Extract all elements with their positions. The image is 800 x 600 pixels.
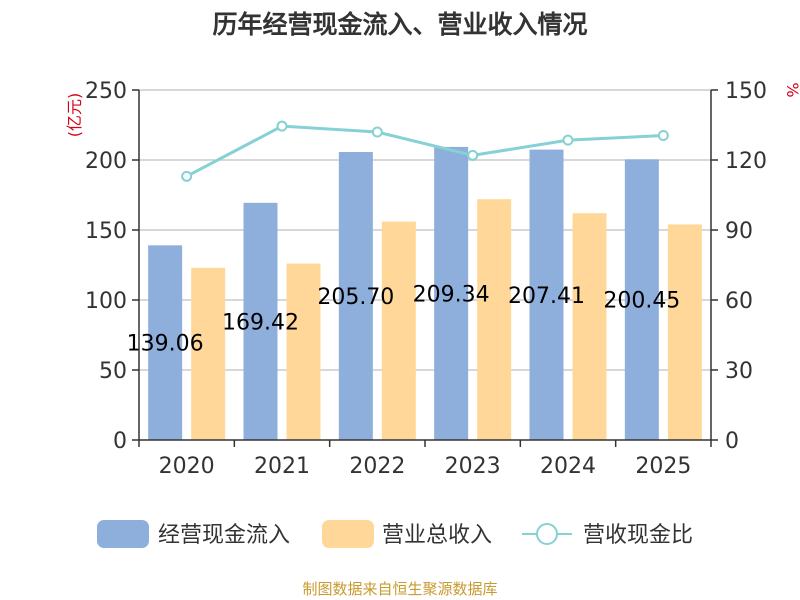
ratio-point-2020 [181, 170, 193, 182]
x-tick-label-2021: 2021 [254, 454, 310, 479]
left-tick-label-50: 50 [99, 359, 127, 384]
ratio-line [181, 120, 669, 182]
right-axis-unit: % [783, 82, 800, 97]
legend-label-cash-inflow: 经营现金流入 [158, 523, 290, 548]
right-tick-label-0: 0 [725, 429, 739, 454]
left-tick-label-100: 100 [85, 289, 127, 314]
x-tick-label-2024: 2024 [540, 454, 596, 479]
bar-cash-inflow-2022 [338, 152, 373, 440]
bar-cash-inflow-2023 [434, 146, 469, 440]
legend-label-ratio: 营收现金比 [583, 523, 693, 548]
data-label-cash-inflow-2022: 205.70 [317, 285, 394, 310]
source-note: 制图数据来自恒生聚源数据库 [302, 580, 497, 598]
right-tick-label-120: 120 [725, 149, 767, 174]
bar-revenue-2020 [191, 267, 226, 440]
data-label-cash-inflow-2025: 200.45 [603, 289, 680, 314]
bar-revenue-2024 [572, 213, 607, 440]
bar-revenue-2023 [477, 199, 512, 440]
legend: 经营现金流入 营业总收入 营收现金比 [97, 520, 693, 548]
legend-label-revenue: 营业总收入 [382, 523, 492, 548]
x-tick-label-2020: 2020 [159, 454, 215, 479]
right-tick-label-60: 60 [725, 289, 753, 314]
ratio-polyline [185, 124, 664, 178]
ratio-point-2022 [371, 126, 383, 138]
ratio-point-2023 [467, 149, 479, 161]
data-label-cash-inflow-2020: 139.06 [127, 332, 204, 357]
legend-swatch-revenue [322, 520, 374, 548]
bar-revenue-2022 [381, 221, 416, 440]
gridlines [139, 89, 711, 371]
bar-cash-inflow-2020 [148, 245, 183, 440]
left-tick-label-250: 250 [85, 79, 127, 104]
legend-swatch-ratio-marker [536, 523, 558, 545]
bar-cash-inflow-2024 [529, 149, 564, 440]
left-tick-label-200: 200 [85, 149, 127, 174]
right-tick-label-90: 90 [725, 219, 753, 244]
x-tick-label-2025: 2025 [635, 454, 691, 479]
left-tick-label-0: 0 [113, 429, 127, 454]
bar-revenue-2021 [286, 263, 321, 440]
ratio-point-2021 [276, 120, 288, 132]
data-label-cash-inflow-2023: 209.34 [413, 282, 490, 307]
ratio-point-2024 [562, 134, 574, 146]
x-tick-label-2022: 2022 [349, 454, 405, 479]
right-tick-label-150: 150 [725, 79, 767, 104]
ratio-point-2025 [657, 130, 669, 141]
x-tick-label-2023: 2023 [445, 454, 501, 479]
bar-cash-inflow-2025 [624, 159, 659, 440]
chart-title: 历年经营现金流入、营业收入情况 [212, 10, 587, 39]
left-axis-unit: (亿元) [65, 93, 84, 138]
data-label-cash-inflow-2024: 207.41 [508, 284, 585, 309]
axes: 0 50 100 150 200 250 0 30 60 90 120 150 2020 2021 2022… [85, 79, 767, 479]
bar-cash-inflow-2021 [243, 202, 278, 440]
bars [148, 146, 702, 440]
bar-revenue-2025 [667, 224, 702, 440]
data-label-cash-inflow-2021: 169.42 [222, 310, 299, 335]
left-tick-label-150: 150 [85, 219, 127, 244]
right-tick-label-30: 30 [725, 359, 753, 384]
legend-swatch-cash-inflow [97, 520, 149, 548]
